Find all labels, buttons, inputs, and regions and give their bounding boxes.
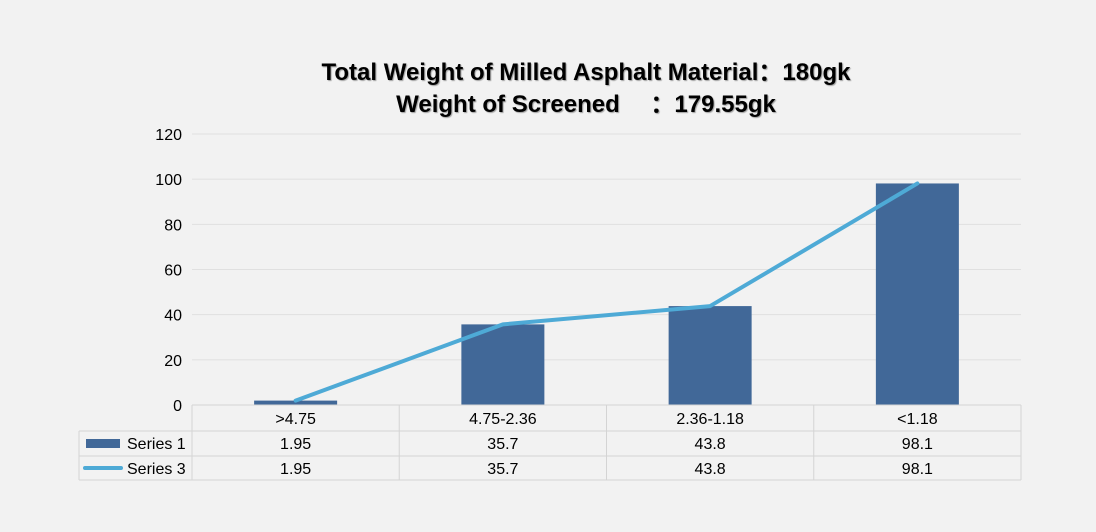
y-tick-label: 120: [155, 127, 182, 144]
y-tick-label: 100: [155, 172, 182, 189]
bar: [668, 306, 752, 405]
series-line: [293, 181, 920, 403]
data-table-cell: 1.95: [280, 436, 311, 453]
bar: [461, 324, 545, 405]
x-category-label: >4.75: [275, 411, 316, 428]
legend-label: Series 1: [127, 436, 186, 453]
chart-title-line-1: Total Weight of Milled Asphalt Material：…: [321, 59, 851, 86]
y-tick-label: 60: [164, 263, 182, 280]
data-table-cell: 35.7: [487, 461, 518, 478]
y-tick-label: 80: [164, 217, 182, 234]
legend-key-bar: [86, 439, 120, 448]
data-table-cell: 98.1: [902, 461, 933, 478]
x-category-label: 2.36-1.18: [676, 411, 744, 428]
data-table-cell: 43.8: [695, 461, 726, 478]
data-table-cell: 1.95: [280, 461, 311, 478]
data-table-cell: 43.8: [695, 436, 726, 453]
y-tick-label: 40: [164, 308, 182, 325]
x-category-label: 4.75-2.36: [469, 411, 537, 428]
bar: [875, 183, 959, 405]
y-tick-label: 20: [164, 353, 182, 370]
data-table-cell: 35.7: [487, 436, 518, 453]
data-table-cell: 98.1: [902, 436, 933, 453]
chart-title-line-2: Weight of Screened ：179.55gk: [396, 91, 776, 118]
bar: [254, 400, 338, 405]
x-category-label: <1.18: [897, 411, 938, 428]
legend-label: Series 3: [127, 461, 186, 478]
y-tick-label: 0: [173, 398, 182, 415]
